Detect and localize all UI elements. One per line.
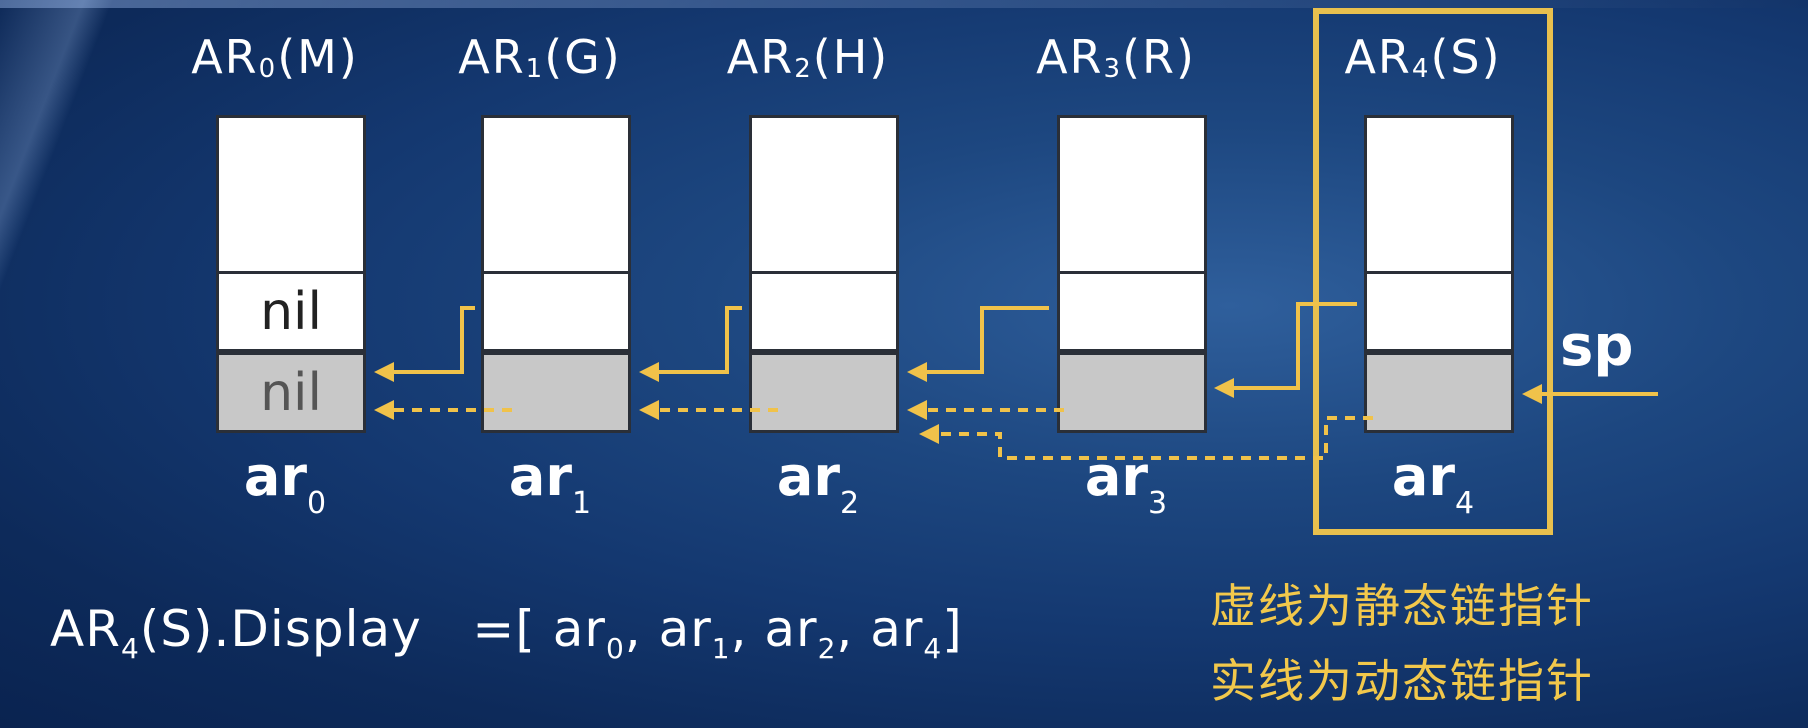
record-name-0: ar0 [243,445,327,521]
stack-pointer-label: sp [1560,314,1634,379]
record-label-0: AR0(M) [191,30,359,84]
record-3-static-link-cell [1057,271,1207,352]
record-label-2: AR2(H) [726,30,890,84]
record-2-top-cell [749,115,899,274]
record-label-1: AR1(G) [458,30,622,84]
record-3-dynamic-link-cell [1057,352,1207,433]
record-name-3: ar3 [1084,445,1168,521]
solid-link-1-to-0 [374,306,475,382]
record-2-static-link-cell [749,271,899,352]
record-1-static-link-cell [481,271,631,352]
display-formula: AR4(S).Display =[ ar0, ar1, ar2, ar4] [50,600,963,665]
record-3-top-cell [1057,115,1207,274]
record-0-dynamic-link-cell: nil [216,352,366,433]
record-name-4: ar4 [1391,445,1475,521]
record-name-1: ar1 [508,445,592,521]
current-record-highlight [1313,8,1553,535]
dashed-link-4-to-2 [919,416,1373,460]
record-4-static-link-cell [1364,271,1514,352]
solid-line-note: 实线为动态链指针 [1210,654,1594,708]
dashed-line-note: 虚线为静态链指针 [1210,579,1594,633]
record-label-3: AR3(R) [1036,30,1196,84]
record-1-top-cell [481,115,631,274]
record-0-static-link-cell: nil [216,271,366,352]
solid-link-2-to-1 [639,306,742,382]
top-bar [0,0,1808,8]
solid-link-3-to-2 [907,306,1049,382]
record-2-dynamic-link-cell [749,352,899,433]
record-4-dynamic-link-cell [1364,352,1514,433]
record-name-2: ar2 [776,445,860,521]
record-label-4: AR4(S) [1344,30,1502,84]
record-0-top-cell [216,115,366,274]
record-1-dynamic-link-cell [481,352,631,433]
solid-link-4-to-3 [1214,302,1357,398]
